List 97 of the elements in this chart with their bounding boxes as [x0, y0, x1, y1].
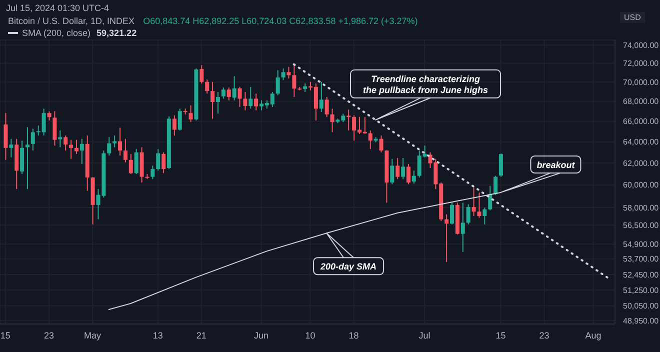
- candlestick: [172, 114, 176, 136]
- y-tick-label: 54,900.00: [623, 240, 660, 249]
- candlestick: [238, 86, 242, 108]
- x-tick-label: 15: [0, 330, 10, 340]
- candlestick: [248, 86, 253, 110]
- x-tick-label: 21: [196, 330, 206, 340]
- candlestick: [379, 135, 384, 153]
- candlestick: [286, 66, 291, 79]
- annotation: Treendline characterizing the pullback from June highs: [363, 74, 488, 95]
- candlestick: [210, 81, 215, 120]
- candlestick: [64, 135, 68, 152]
- candlestick: [368, 130, 372, 150]
- candlestick: [74, 139, 78, 154]
- candlestick: [466, 204, 470, 225]
- y-axis-title: USD: [620, 12, 645, 23]
- candlestick: [30, 128, 35, 152]
- candlestick: [47, 110, 52, 121]
- x-tick-label: 15: [496, 330, 506, 340]
- candlestick: [488, 185, 492, 211]
- candlestick: [330, 108, 334, 133]
- x-tick-label: 23: [539, 330, 550, 340]
- candlestick: [482, 207, 487, 225]
- candlestick: [477, 192, 482, 218]
- y-tick-label: 50,050.00: [623, 302, 660, 311]
- x-tick-label: 23: [44, 330, 54, 340]
- y-tick-label: 74,000.00: [623, 40, 660, 50]
- candlestick: [460, 202, 465, 252]
- candlestick: [134, 148, 138, 175]
- candlestick: [450, 202, 454, 225]
- x-tick-label: Aug: [585, 330, 602, 340]
- candlestick: [25, 126, 30, 190]
- candlestick: [150, 165, 155, 180]
- annotation: breakout: [536, 160, 576, 170]
- candlestick: [200, 64, 204, 84]
- candlestick: [406, 163, 410, 185]
- text: 59,321.22: [96, 28, 137, 38]
- candlestick: [472, 187, 476, 217]
- y-tick-label: 51,250.00: [623, 286, 660, 295]
- candlestick: [226, 87, 231, 101]
- candlestick: [123, 138, 128, 163]
- y-tick-label: 56,500.00: [623, 220, 660, 230]
- candlestick: [58, 130, 62, 148]
- chart-subtitle: O60,843.74 H62,892.25 L60,724.03 C62,833.58 +1,986.72 (+3.27%): [143, 16, 418, 26]
- y-tick-label: 48,950.00: [623, 316, 660, 326]
- candlestick: [401, 157, 406, 180]
- y-tick-label: 52,450.00: [623, 270, 660, 280]
- y-tick-label: 60,000.00: [623, 180, 660, 190]
- y-tick-label: 72,000.00: [623, 59, 660, 68]
- x-tick-label: 10: [305, 330, 316, 340]
- candlestick: [128, 153, 133, 175]
- x-tick-label: 13: [152, 330, 163, 340]
- candlestick: [498, 152, 503, 178]
- candlestick: [205, 79, 210, 94]
- y-tick-label: 64,000.00: [623, 138, 660, 147]
- chart-title: Bitcoin / U.S. Dollar, 1D, INDEX: [8, 16, 135, 26]
- annotation: 200-day SMA: [320, 262, 377, 272]
- candlestick: [118, 127, 122, 156]
- candlestick: [20, 140, 24, 175]
- x-tick-label: Jul: [418, 330, 430, 340]
- candlestick: [412, 170, 416, 184]
- candlestick: [396, 157, 400, 180]
- candlestick: [243, 91, 248, 111]
- candlestick: [292, 64, 296, 98]
- candlestick: [80, 138, 84, 164]
- candlestick: [232, 76, 236, 101]
- candlestick: [494, 175, 498, 196]
- candlestick: [156, 148, 160, 172]
- x-tick-label: May: [84, 330, 102, 340]
- candlestick: [281, 68, 286, 81]
- candlestick: [390, 158, 394, 185]
- candlestick: [276, 70, 280, 96]
- candlestick: [69, 139, 74, 160]
- candlestick: [107, 136, 112, 156]
- legend-label: SMA (200, close): [22, 28, 91, 38]
- y-tick-label: 70,000.00: [623, 78, 660, 87]
- text: Jul 15, 2024 01:30 UTC-4: [6, 3, 110, 13]
- candlestick: [162, 152, 166, 174]
- y-tick-label: 68,000.00: [623, 97, 660, 106]
- candlestick: [254, 93, 258, 111]
- candlestick: [346, 109, 351, 131]
- x-tick-label: Jun: [254, 330, 268, 340]
- x-tick-label: 18: [348, 330, 359, 340]
- y-tick-label: 53,700.00: [623, 254, 660, 264]
- candlestick: [112, 135, 117, 148]
- y-tick-label: 62,000.00: [623, 158, 660, 168]
- candlestick: [4, 112, 8, 160]
- y-tick-label: 66,000.00: [623, 117, 660, 126]
- candlestick: [178, 108, 182, 131]
- candlestick: [216, 91, 220, 114]
- candlestick: [52, 110, 57, 146]
- candlestick: [319, 81, 324, 113]
- candlestick: [188, 104, 193, 123]
- y-tick-label: 58,000.00: [623, 203, 660, 212]
- candlestick: [444, 214, 449, 262]
- candlestick: [221, 87, 226, 100]
- candlestick: [9, 138, 14, 158]
- candlestick: [324, 96, 329, 118]
